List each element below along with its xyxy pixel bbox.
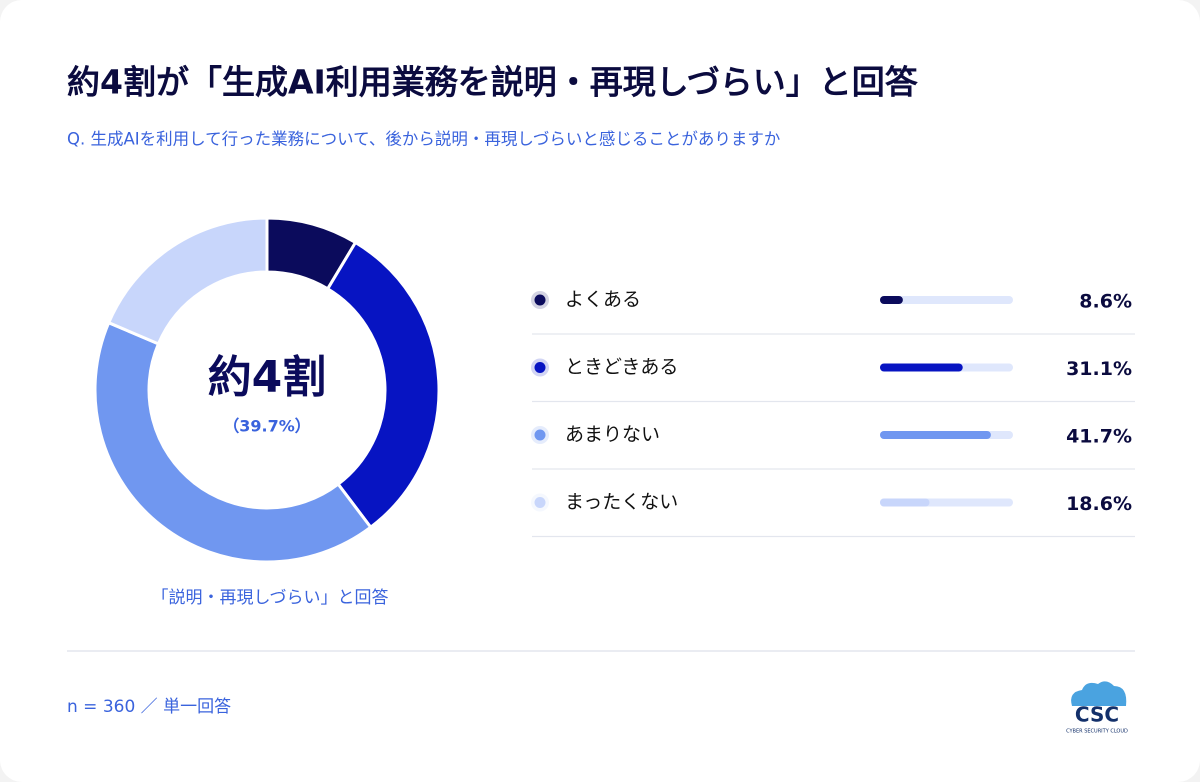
chart-title: 約4割が「生成AI利用業務を説明・再現しづらい」と回答 xyxy=(67,63,919,102)
legend: よくある 8.6% ときどきある 31.1% あまりない 41.7% まったくない 18.6% xyxy=(531,289,1135,538)
bar xyxy=(880,498,930,507)
footnote: n = 360 ／ 単一回答 xyxy=(67,697,231,717)
logo-cloud xyxy=(1071,681,1127,706)
legend-dot xyxy=(534,362,546,373)
bar xyxy=(880,431,991,439)
legend-dot xyxy=(534,497,546,508)
logo: CSC CYBER SECURITY CLOUD xyxy=(1066,681,1128,735)
value-label: 18.6% xyxy=(1066,493,1132,515)
legend-label: ときどきある xyxy=(565,356,678,378)
bar xyxy=(880,296,903,304)
value-label: 31.1% xyxy=(1066,358,1132,380)
logo-subtext: CYBER SECURITY CLOUD xyxy=(1066,729,1128,735)
donut xyxy=(93,216,441,564)
logo-text: CSC xyxy=(1075,703,1119,727)
donut-segment xyxy=(93,320,373,564)
donut-segment xyxy=(106,216,269,346)
chart-subtitle: Q. 生成AIを利用して行った業務について、後から説明・再現しづらいと感じること… xyxy=(67,130,780,149)
value-label: 8.6% xyxy=(1079,291,1132,313)
legend-label: あまりない xyxy=(565,424,660,446)
value-label: 41.7% xyxy=(1066,426,1132,448)
center-label: 約4割 xyxy=(208,352,327,403)
legend-dot xyxy=(534,294,546,306)
center-sublabel: （39.7%） xyxy=(223,417,311,436)
legend-label: よくある xyxy=(565,289,641,311)
legend-label: まったくない xyxy=(565,491,678,513)
donut-segment xyxy=(325,240,441,530)
legend-dot xyxy=(534,429,546,441)
bar xyxy=(880,363,963,372)
bar-track xyxy=(880,296,1013,304)
caption: 「説明・再現しづらい」と回答 xyxy=(152,588,389,608)
